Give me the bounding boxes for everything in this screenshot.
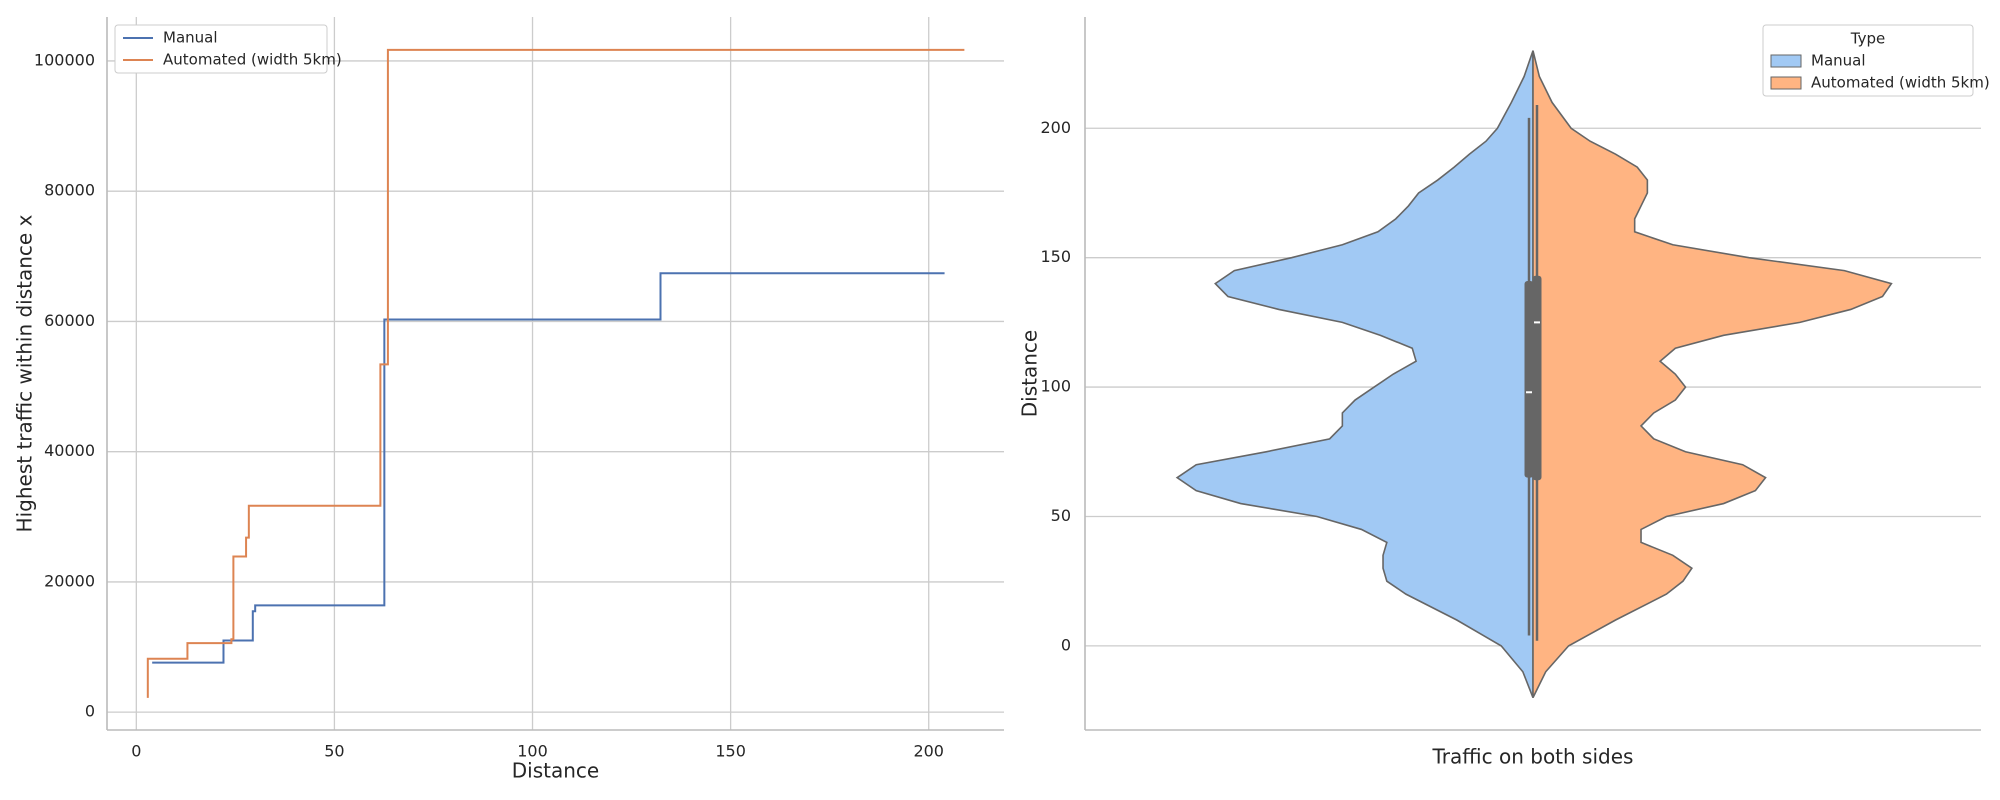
y-tick-label: 20000: [44, 571, 95, 590]
y-tick-label: 40000: [44, 441, 95, 460]
x-tick-label: 150: [715, 742, 746, 761]
y-tick-label: 100000: [34, 50, 95, 69]
x-tick-label: 200: [913, 742, 944, 761]
y-axis-label: Distance: [1018, 330, 1042, 417]
y-tick-label: 150: [1040, 247, 1071, 266]
step-line: [146, 48, 965, 698]
violin-half: [1532, 50, 1893, 699]
box: [1524, 280, 1534, 478]
y-tick-label: 100: [1040, 377, 1071, 396]
legend-label: Automated (width 5km): [163, 51, 342, 69]
y-axis-label: Highest traffic within distance x: [13, 214, 37, 532]
legend-swatch: [1770, 76, 1802, 90]
x-tick-label: 0: [131, 742, 141, 761]
y-tick-label: 80000: [44, 181, 95, 200]
x-axis-label: Distance: [512, 759, 599, 783]
legend-label: Automated (width 5km): [1811, 74, 1990, 92]
step-line: [152, 272, 945, 664]
x-tick-label: 50: [324, 742, 344, 761]
legend-label: Manual: [163, 29, 218, 47]
x-axis-label: Traffic on both sides: [1432, 745, 1634, 769]
y-tick-label: 60000: [44, 311, 95, 330]
violin-half: [1175, 50, 1534, 698]
y-tick-label: 50: [1051, 506, 1071, 525]
y-tick-label: 200: [1040, 118, 1071, 137]
legend-label: Manual: [1811, 52, 1866, 70]
box: [1532, 275, 1542, 481]
legend-title: Type: [1850, 30, 1885, 48]
legend-swatch: [1770, 54, 1802, 68]
y-tick-label: 0: [85, 702, 95, 721]
legend-box: [1762, 24, 1974, 97]
legend-box: [114, 24, 328, 74]
y-tick-label: 0: [1061, 635, 1071, 654]
x-tick-label: 100: [517, 742, 548, 761]
